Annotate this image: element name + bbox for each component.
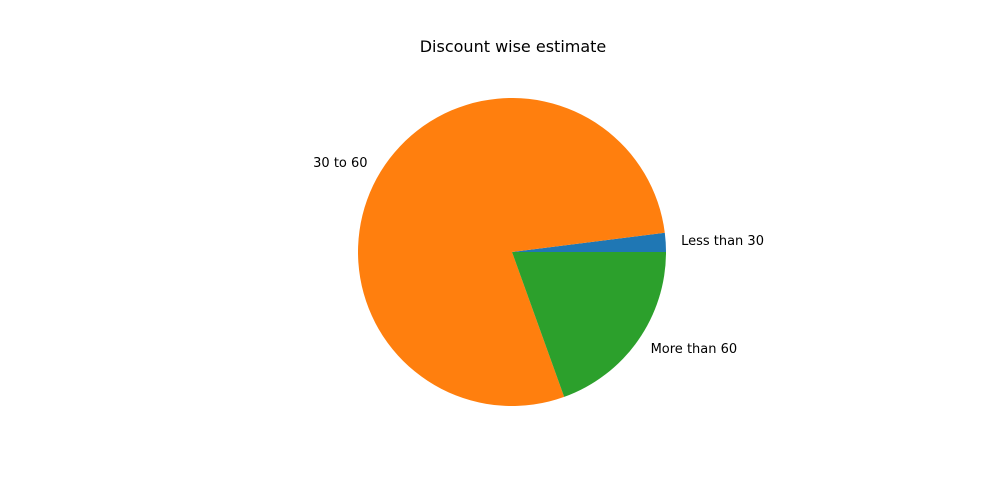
pie-slice-labels: Less than 30 30 to 60 More than 60 xyxy=(313,156,764,357)
pie-slice-30-to-60 xyxy=(358,98,665,407)
pie-slice-more-than-60 xyxy=(512,252,666,397)
pie-label-more-than-60: More than 60 xyxy=(651,342,738,357)
pie-slice-less-than-30 xyxy=(512,232,666,252)
pie-slices xyxy=(358,98,666,407)
pie-label-30-to-60: 30 to 60 xyxy=(313,156,367,171)
pie-label-less-than-30: Less than 30 xyxy=(681,234,764,249)
chart-title: Discount wise estimate xyxy=(420,37,607,56)
